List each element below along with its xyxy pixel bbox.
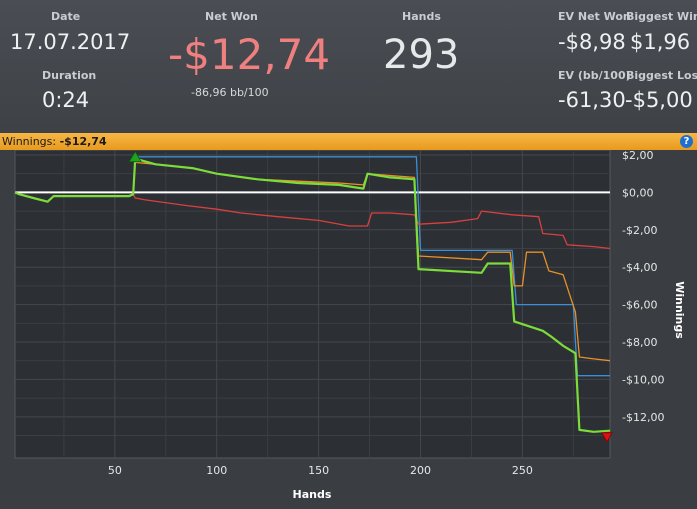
winnings-banner: Winnings: -$12,74 ?: [0, 133, 697, 150]
ev-bb-label: EV (bb/100): [558, 69, 631, 82]
low-marker: [601, 432, 613, 443]
x-tick-label: 50: [108, 464, 122, 477]
x-axis-ticks: 50 100 150 200 250: [108, 464, 533, 477]
y-tick-label: -$2,00: [622, 224, 657, 237]
markers: [128, 150, 613, 443]
y-tick-label: -$6,00: [622, 299, 657, 312]
y-axis-ticks: $2,00 $0,00 -$2,00 -$4,00 -$6,00 -$8,00 -$10,0…: [622, 150, 664, 424]
help-icon[interactable]: ?: [680, 135, 693, 148]
winnings-banner-value: -$12,74: [59, 135, 107, 148]
high-marker: [128, 150, 142, 163]
y-tick-label: $0,00: [622, 186, 654, 199]
y-tick-label: -$4,00: [622, 261, 657, 274]
ev-bb-value: -61,30: [558, 88, 626, 112]
x-tick-label: 200: [410, 464, 431, 477]
ev-net-won-label: EV Net Won: [558, 10, 631, 23]
hands-value: 293: [383, 32, 460, 78]
ev-net-won-value: -$8,98: [558, 30, 626, 54]
y-tick-label: $2,00: [622, 150, 654, 162]
biggest-win-label: Biggest Win: [626, 10, 697, 23]
date-label: Date: [51, 10, 81, 23]
y-axis-label: Winnings: [673, 281, 686, 339]
hands-label: Hands: [402, 10, 441, 23]
duration-label: Duration: [42, 69, 97, 82]
x-tick-label: 150: [308, 464, 329, 477]
winnings-banner-label: Winnings:: [2, 135, 57, 148]
y-tick-label: -$10,00: [622, 373, 664, 386]
series-lines: [14, 156, 611, 433]
y-tick-label: -$12,00: [622, 411, 664, 424]
stats-panel: Date 17.07.2017 Duration 0:24 Net Won -$…: [0, 0, 697, 133]
series-line-4: [14, 157, 611, 433]
winnings-banner-text: Winnings: -$12,74: [2, 133, 107, 150]
biggest-loss-label: Biggest Loss: [626, 69, 697, 82]
net-won-label: Net Won: [205, 10, 258, 23]
biggest-loss-value: -$5,00: [625, 88, 693, 112]
net-won-value: -$12,74: [168, 30, 331, 79]
plot-area: [14, 150, 611, 459]
y-tick-label: -$8,00: [622, 336, 657, 349]
x-tick-label: 100: [206, 464, 227, 477]
x-tick-label: 250: [512, 464, 533, 477]
grid-lines: [15, 150, 610, 458]
plot-background: [14, 150, 611, 459]
winnings-chart: 50 100 150 200 250 $2,00 $0,00 -$2,00 -$4,00 -$6…: [14, 150, 686, 501]
biggest-win-value: $1,96: [630, 30, 691, 54]
net-won-bb-per-100: -86,96 bb/100: [191, 86, 269, 99]
x-axis-label: Hands: [293, 488, 332, 501]
duration-value: 0:24: [42, 88, 90, 112]
date-value: 17.07.2017: [10, 30, 131, 54]
